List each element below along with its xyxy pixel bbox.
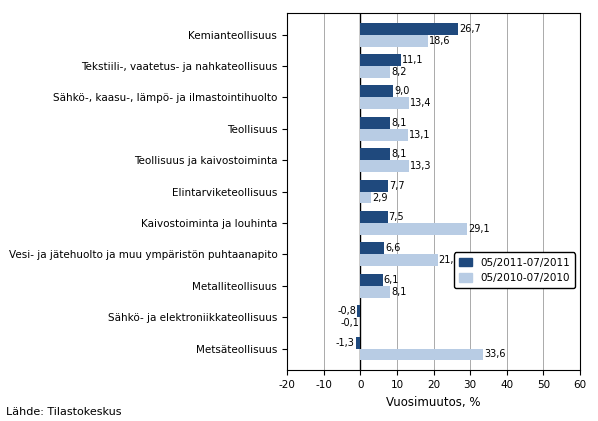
Text: 13,3: 13,3 xyxy=(410,161,431,171)
Bar xyxy=(360,85,393,97)
Text: 18,6: 18,6 xyxy=(429,35,451,45)
Bar xyxy=(360,180,389,192)
Bar xyxy=(360,97,410,109)
Bar xyxy=(360,192,371,203)
Text: Lähde: Tilastokeskus: Lähde: Tilastokeskus xyxy=(6,407,121,417)
Text: 21,1: 21,1 xyxy=(438,255,460,265)
Text: 13,4: 13,4 xyxy=(410,99,432,108)
Bar xyxy=(360,35,428,47)
Bar xyxy=(360,286,390,298)
Text: 8,1: 8,1 xyxy=(391,118,406,128)
Text: 8,2: 8,2 xyxy=(391,67,407,77)
Text: 26,7: 26,7 xyxy=(459,24,481,34)
Text: 7,7: 7,7 xyxy=(389,181,405,191)
Bar xyxy=(360,274,383,286)
Text: 13,1: 13,1 xyxy=(409,130,431,140)
Legend: 05/2011-07/2011, 05/2010-07/2010: 05/2011-07/2011, 05/2010-07/2010 xyxy=(454,253,575,288)
Bar xyxy=(356,336,360,349)
Text: 6,6: 6,6 xyxy=(385,243,401,253)
Text: 29,1: 29,1 xyxy=(468,224,489,234)
Text: 7,5: 7,5 xyxy=(389,212,404,222)
Text: 8,1: 8,1 xyxy=(391,287,406,297)
Bar xyxy=(360,254,438,266)
Bar xyxy=(360,117,390,129)
X-axis label: Vuosimuutos, %: Vuosimuutos, % xyxy=(386,396,481,409)
Bar xyxy=(360,211,388,223)
Text: 6,1: 6,1 xyxy=(383,275,399,285)
Text: 2,9: 2,9 xyxy=(372,192,388,203)
Text: 9,0: 9,0 xyxy=(394,86,410,96)
Bar xyxy=(360,349,483,360)
Bar xyxy=(360,129,408,141)
Text: 11,1: 11,1 xyxy=(402,55,423,65)
Text: -1,3: -1,3 xyxy=(335,338,355,348)
Text: 33,6: 33,6 xyxy=(484,349,506,360)
Bar xyxy=(360,23,458,35)
Bar xyxy=(360,66,390,78)
Bar xyxy=(360,148,390,160)
Bar xyxy=(360,160,409,172)
Text: -0,1: -0,1 xyxy=(340,318,359,328)
Text: -0,8: -0,8 xyxy=(338,306,356,316)
Bar xyxy=(358,305,360,317)
Bar xyxy=(360,242,385,254)
Bar xyxy=(360,223,467,235)
Text: 8,1: 8,1 xyxy=(391,149,406,159)
Bar xyxy=(360,54,401,66)
